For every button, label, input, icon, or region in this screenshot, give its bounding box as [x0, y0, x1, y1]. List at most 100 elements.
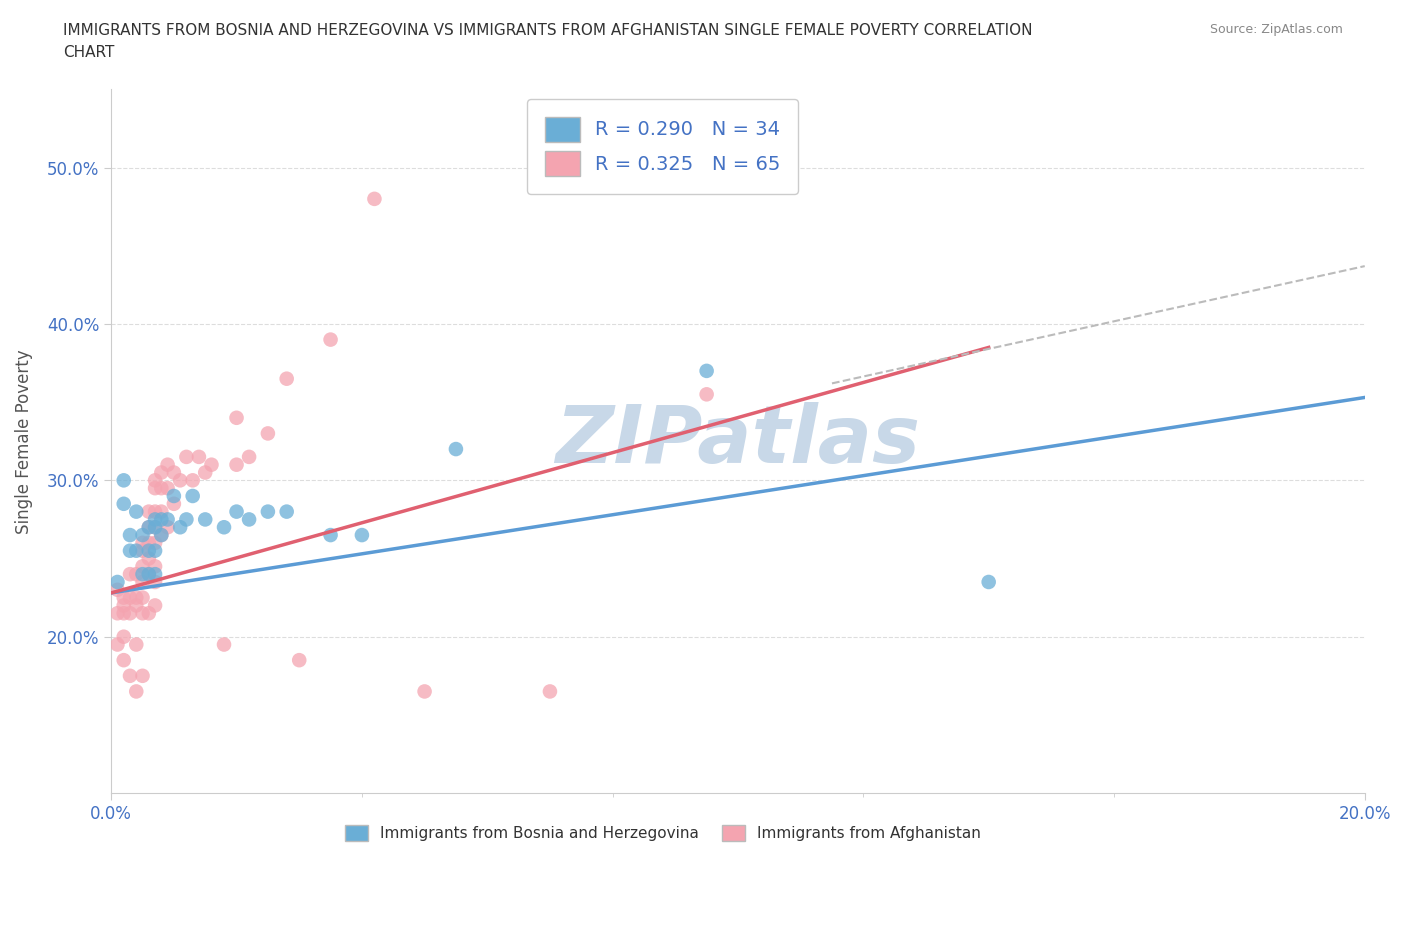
Point — [143, 504, 166, 519]
Point — [156, 458, 179, 472]
Point — [131, 527, 153, 542]
Point — [150, 465, 173, 480]
Point — [125, 566, 148, 581]
Point — [276, 504, 298, 519]
Y-axis label: Single Female Poverty: Single Female Poverty — [15, 349, 32, 534]
Point — [194, 512, 217, 527]
Point — [194, 465, 217, 480]
Point — [413, 684, 436, 698]
Point — [131, 566, 153, 581]
Point — [112, 653, 135, 668]
Text: IMMIGRANTS FROM BOSNIA AND HERZEGOVINA VS IMMIGRANTS FROM AFGHANISTAN SINGLE FEM: IMMIGRANTS FROM BOSNIA AND HERZEGOVINA V… — [63, 23, 1033, 60]
Point — [212, 520, 235, 535]
Point — [138, 605, 160, 620]
Point — [138, 551, 160, 566]
Point — [112, 598, 135, 613]
Point — [138, 566, 160, 581]
Point — [276, 371, 298, 386]
Point — [143, 481, 166, 496]
Point — [131, 591, 153, 605]
Point — [150, 512, 173, 527]
Point — [118, 543, 141, 558]
Point — [696, 387, 718, 402]
Point — [118, 669, 141, 684]
Point — [143, 559, 166, 574]
Point — [131, 575, 153, 590]
Point — [225, 410, 247, 425]
Point — [118, 566, 141, 581]
Point — [138, 566, 160, 581]
Point — [444, 442, 467, 457]
Point — [118, 591, 141, 605]
Point — [138, 520, 160, 535]
Point — [238, 512, 260, 527]
Point — [107, 605, 129, 620]
Point — [363, 192, 385, 206]
Point — [538, 684, 561, 698]
Point — [107, 637, 129, 652]
Point — [107, 582, 129, 597]
Point — [112, 630, 135, 644]
Point — [156, 481, 179, 496]
Point — [131, 559, 153, 574]
Point — [163, 465, 186, 480]
Point — [181, 488, 204, 503]
Point — [143, 566, 166, 581]
Point — [112, 497, 135, 512]
Point — [125, 684, 148, 698]
Point — [288, 653, 311, 668]
Point — [238, 449, 260, 464]
Point — [143, 472, 166, 487]
Point — [977, 575, 1000, 590]
Point — [156, 520, 179, 535]
Point — [200, 458, 222, 472]
Point — [138, 520, 160, 535]
Point — [257, 426, 280, 441]
Point — [131, 536, 153, 551]
Point — [150, 527, 173, 542]
Point — [150, 527, 173, 542]
Point — [156, 512, 179, 527]
Legend: Immigrants from Bosnia and Herzegovina, Immigrants from Afghanistan: Immigrants from Bosnia and Herzegovina, … — [337, 817, 988, 849]
Point — [125, 637, 148, 652]
Point — [125, 598, 148, 613]
Point — [212, 637, 235, 652]
Point — [319, 527, 342, 542]
Point — [696, 364, 718, 379]
Point — [225, 504, 247, 519]
Point — [107, 575, 129, 590]
Point — [181, 472, 204, 487]
Text: ZIPatlas: ZIPatlas — [555, 403, 921, 480]
Point — [257, 504, 280, 519]
Point — [112, 472, 135, 487]
Point — [125, 591, 148, 605]
Point — [131, 543, 153, 558]
Point — [125, 543, 148, 558]
Point — [143, 512, 166, 527]
Point — [143, 598, 166, 613]
Text: Source: ZipAtlas.com: Source: ZipAtlas.com — [1209, 23, 1343, 36]
Point — [138, 543, 160, 558]
Point — [131, 605, 153, 620]
Point — [118, 605, 141, 620]
Point — [143, 575, 166, 590]
Point — [169, 520, 191, 535]
Point — [143, 520, 166, 535]
Point — [118, 527, 141, 542]
Point — [225, 458, 247, 472]
Point — [150, 504, 173, 519]
Point — [112, 591, 135, 605]
Point — [350, 527, 373, 542]
Point — [131, 669, 153, 684]
Point — [319, 332, 342, 347]
Point — [125, 504, 148, 519]
Point — [150, 481, 173, 496]
Point — [143, 543, 166, 558]
Point — [169, 472, 191, 487]
Point — [163, 497, 186, 512]
Point — [138, 536, 160, 551]
Point — [163, 488, 186, 503]
Point — [176, 449, 198, 464]
Point — [138, 504, 160, 519]
Point — [143, 520, 166, 535]
